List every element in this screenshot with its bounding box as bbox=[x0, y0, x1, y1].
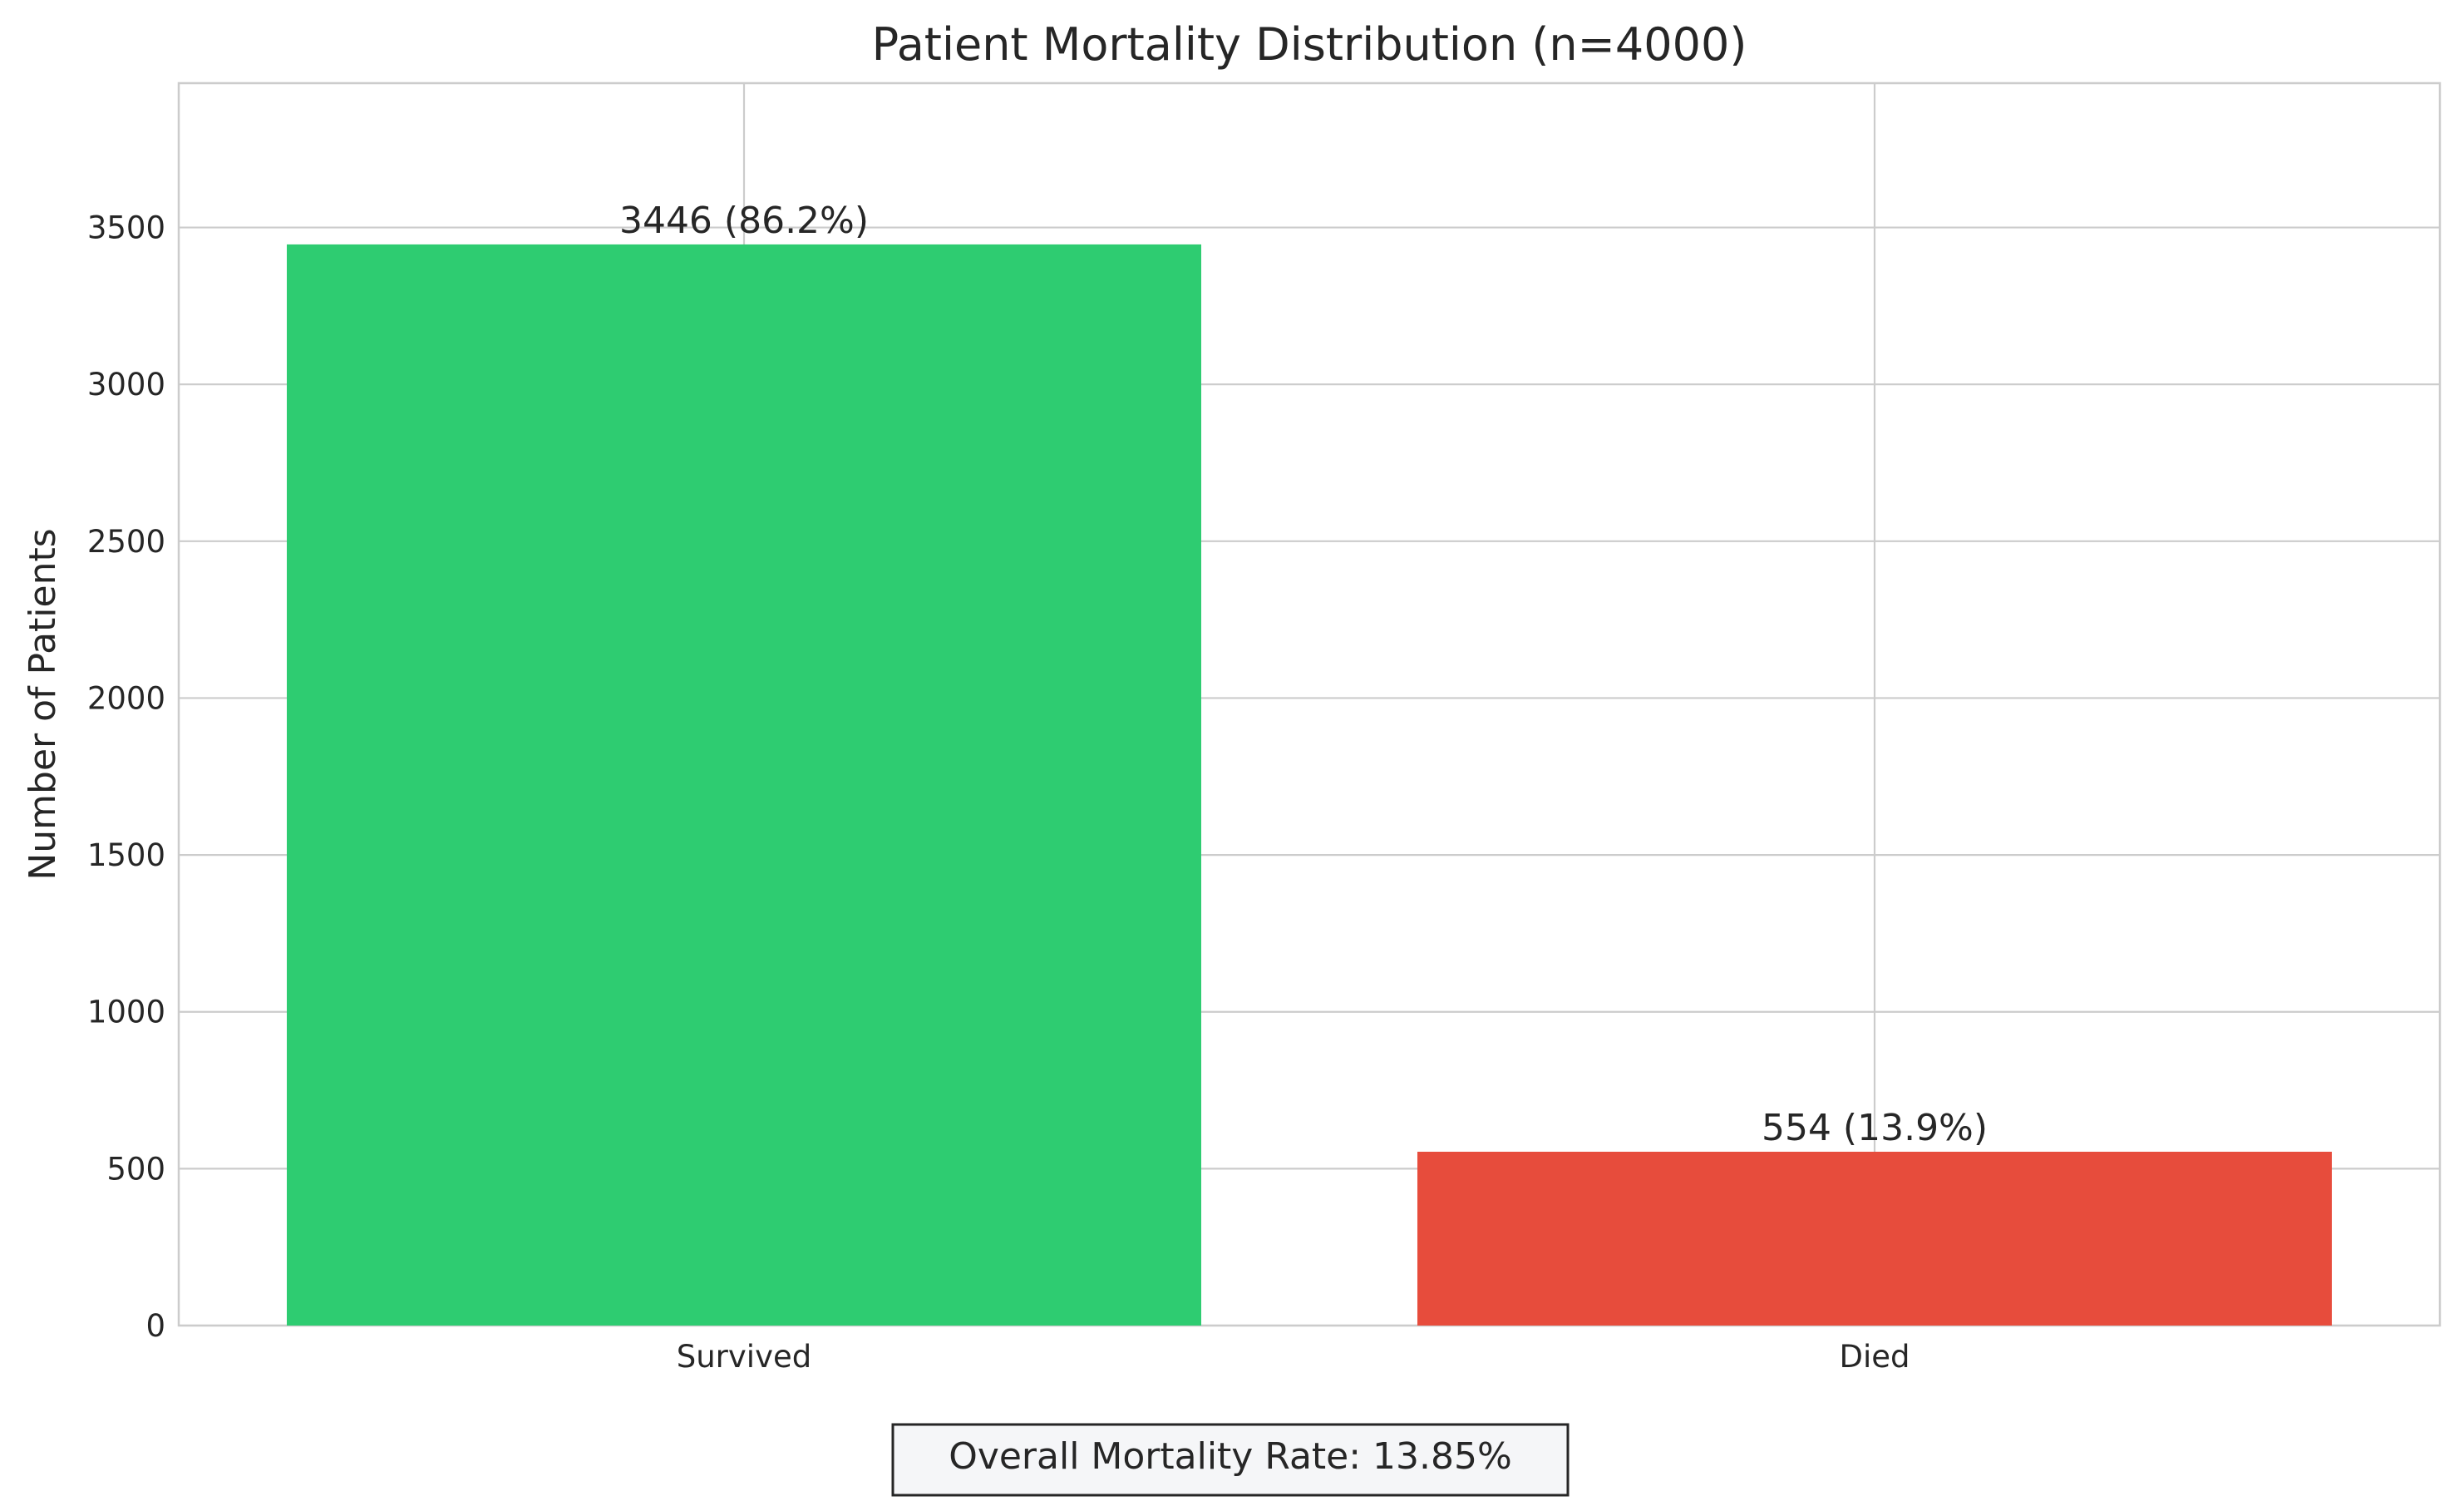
chart-title: Patient Mortality Distribution (n=4000) bbox=[872, 18, 1747, 71]
bar-value-label-survived: 3446 (86.2%) bbox=[619, 200, 869, 242]
x-tick-label: Died bbox=[1839, 1339, 1910, 1375]
x-axis-ticks: Survived Died bbox=[677, 1339, 1910, 1375]
bar-survived bbox=[287, 244, 1201, 1326]
y-tick-label: 3000 bbox=[87, 367, 165, 402]
mortality-rate-annotation: Overall Mortality Rate: 13.85% bbox=[891, 1423, 1570, 1497]
y-tick-label: 1500 bbox=[87, 837, 165, 873]
x-tick-label: Survived bbox=[677, 1339, 811, 1375]
y-tick-label: 1000 bbox=[87, 995, 165, 1030]
bar-died bbox=[1417, 1151, 2332, 1326]
plot-area-frame bbox=[177, 81, 2442, 1327]
y-tick-label: 2000 bbox=[87, 680, 165, 716]
bars bbox=[287, 244, 2332, 1326]
y-tick-label: 0 bbox=[145, 1308, 165, 1344]
bar-value-labels: 3446 (86.2%) 554 (13.9%) bbox=[619, 200, 1988, 1149]
y-tick-label: 500 bbox=[106, 1151, 165, 1187]
bar-value-label-died: 554 (13.9%) bbox=[1762, 1107, 1988, 1149]
y-axis-label: Number of Patients bbox=[22, 528, 64, 880]
y-axis-ticks: 0 500 1000 1500 2000 2500 3000 3500 bbox=[87, 210, 165, 1344]
y-tick-label: 3500 bbox=[87, 210, 165, 246]
annotation-box bbox=[891, 1423, 1570, 1497]
annotation-text: Overall Mortality Rate: 13.85% bbox=[949, 1435, 1512, 1478]
y-tick-label: 2500 bbox=[87, 524, 165, 560]
